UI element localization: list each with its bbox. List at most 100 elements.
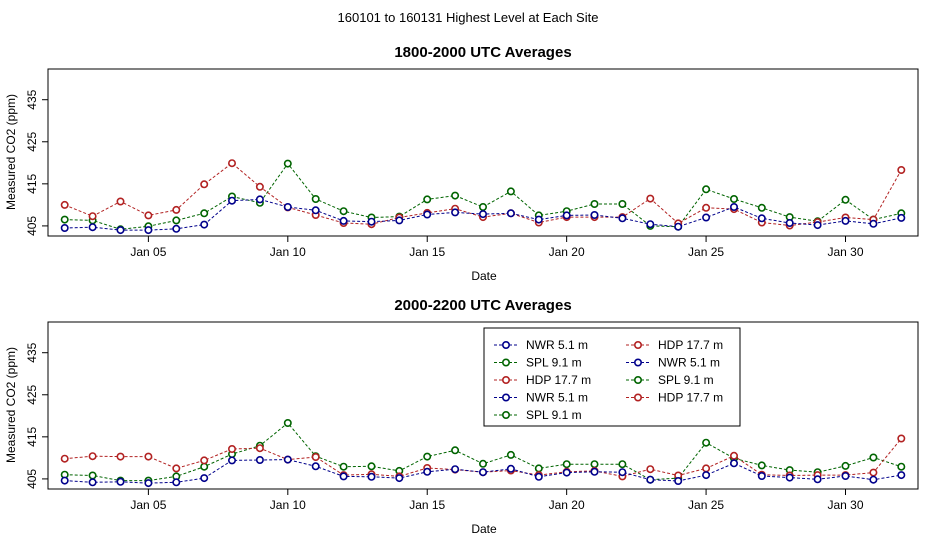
x-tick-label: Jan 10	[270, 245, 306, 259]
data-point-spl	[506, 450, 515, 459]
data-point-nwr	[562, 211, 571, 220]
legend-item: SPL 9.1 m	[626, 373, 714, 387]
data-point-nwr	[534, 215, 543, 224]
figure-title: 160101 to 160131 Highest Level at Each S…	[338, 10, 599, 25]
axis-ticks: Jan 05 Jan 10 Jan 15 Jan 20 Jan 25 Jan 30 405 4…	[25, 342, 864, 512]
data-point-nwr	[423, 467, 432, 476]
legend-marker	[633, 340, 642, 349]
data-point-hdp	[116, 197, 125, 206]
legend-marker	[633, 375, 642, 384]
data-point-nwr	[116, 477, 125, 486]
data-point-hdp	[869, 468, 878, 477]
y-tick-label: 425	[25, 384, 39, 404]
data-point-spl	[562, 460, 571, 469]
x-tick-label: Jan 05	[130, 498, 166, 512]
legend-label: NWR 5.1 m	[658, 356, 720, 370]
data-point-hdp	[646, 194, 655, 203]
data-point-hdp	[172, 464, 181, 473]
data-point-nwr	[88, 478, 97, 487]
chart-title: 1800-2000 UTC Averages	[394, 44, 571, 61]
data-point-hdp	[116, 452, 125, 461]
data-point-nwr	[506, 464, 515, 473]
data-point-nwr	[172, 478, 181, 487]
data-point-nwr	[897, 471, 906, 480]
data-point-nwr	[172, 224, 181, 233]
data-point-spl	[451, 191, 460, 200]
data-point-hdp	[228, 159, 237, 168]
data-point-nwr	[367, 472, 376, 481]
data-point-nwr	[451, 208, 460, 217]
x-tick-label: Jan 30	[827, 245, 863, 259]
x-tick-label: Jan 15	[409, 245, 445, 259]
data-point-nwr	[534, 472, 543, 481]
data-point-hdp	[172, 205, 181, 214]
data-point-hdp	[228, 444, 237, 453]
data-point-nwr	[60, 476, 69, 485]
legend-item: SPL 9.1 m	[494, 356, 582, 370]
y-axis-label: Measured CO2 (ppm)	[4, 347, 18, 463]
series-group	[60, 159, 906, 235]
data-point-nwr	[785, 219, 794, 228]
data-point-spl	[451, 446, 460, 455]
legend-item: NWR 5.1 m	[494, 338, 588, 352]
data-point-hdp	[144, 211, 153, 220]
data-point-nwr	[478, 210, 487, 219]
data-point-nwr	[395, 474, 404, 483]
data-point-nwr	[757, 471, 766, 480]
data-point-spl	[618, 200, 627, 209]
legend-marker	[501, 358, 510, 367]
data-point-hdp	[88, 212, 97, 221]
legend-item: SPL 9.1 m	[494, 408, 582, 422]
data-point-hdp	[897, 166, 906, 175]
data-point-spl	[200, 462, 209, 471]
data-point-nwr	[729, 459, 738, 468]
axis-ticks: Jan 05 Jan 10 Jan 15 Jan 20 Jan 25 Jan 30 405 4…	[25, 89, 864, 259]
legend-label: HDP 17.7 m	[526, 373, 591, 387]
data-point-spl	[60, 215, 69, 224]
data-point-hdp	[702, 464, 711, 473]
data-point-nwr	[451, 465, 460, 474]
y-tick-label: 415	[25, 174, 39, 194]
y-tick-label: 425	[25, 131, 39, 151]
data-point-nwr	[367, 217, 376, 226]
legend-item: NWR 5.1 m	[626, 356, 720, 370]
data-point-hdp	[88, 452, 97, 461]
data-point-nwr	[702, 471, 711, 480]
x-axis-label: Date	[471, 522, 497, 536]
y-tick-label: 405	[25, 469, 39, 489]
data-point-nwr	[562, 468, 571, 477]
x-axis-label: Date	[471, 269, 497, 283]
data-point-spl	[869, 453, 878, 462]
y-tick-label: 435	[25, 342, 39, 362]
legend-label: SPL 9.1 m	[658, 373, 714, 387]
data-point-spl	[841, 195, 850, 204]
legend-label: HDP 17.7 m	[658, 391, 723, 405]
data-point-nwr	[813, 475, 822, 484]
data-point-nwr	[618, 468, 627, 477]
legend-label: NWR 5.1 m	[526, 338, 588, 352]
plot-area-frame	[47, 321, 919, 490]
data-point-hdp	[144, 452, 153, 461]
legend-marker	[633, 393, 642, 402]
data-point-hdp	[702, 203, 711, 212]
x-tick-label: Jan 20	[549, 245, 585, 259]
data-point-spl	[590, 460, 599, 469]
data-point-nwr	[674, 222, 683, 231]
y-axis-label: Measured CO2 (ppm)	[4, 94, 18, 210]
data-point-spl	[283, 418, 292, 427]
legend-item: NWR 5.1 m	[494, 391, 588, 405]
data-point-nwr	[869, 475, 878, 484]
data-point-spl	[841, 461, 850, 470]
data-point-hdp	[729, 451, 738, 460]
legend-item: HDP 17.7 m	[626, 391, 723, 405]
data-point-nwr	[757, 214, 766, 223]
data-point-nwr	[590, 467, 599, 476]
data-point-nwr	[478, 468, 487, 477]
data-point-nwr	[813, 221, 822, 230]
data-point-nwr	[785, 473, 794, 482]
data-point-hdp	[897, 434, 906, 443]
series-group	[60, 418, 906, 488]
y-tick-label: 435	[25, 89, 39, 109]
data-point-spl	[534, 464, 543, 473]
data-point-nwr	[339, 216, 348, 225]
